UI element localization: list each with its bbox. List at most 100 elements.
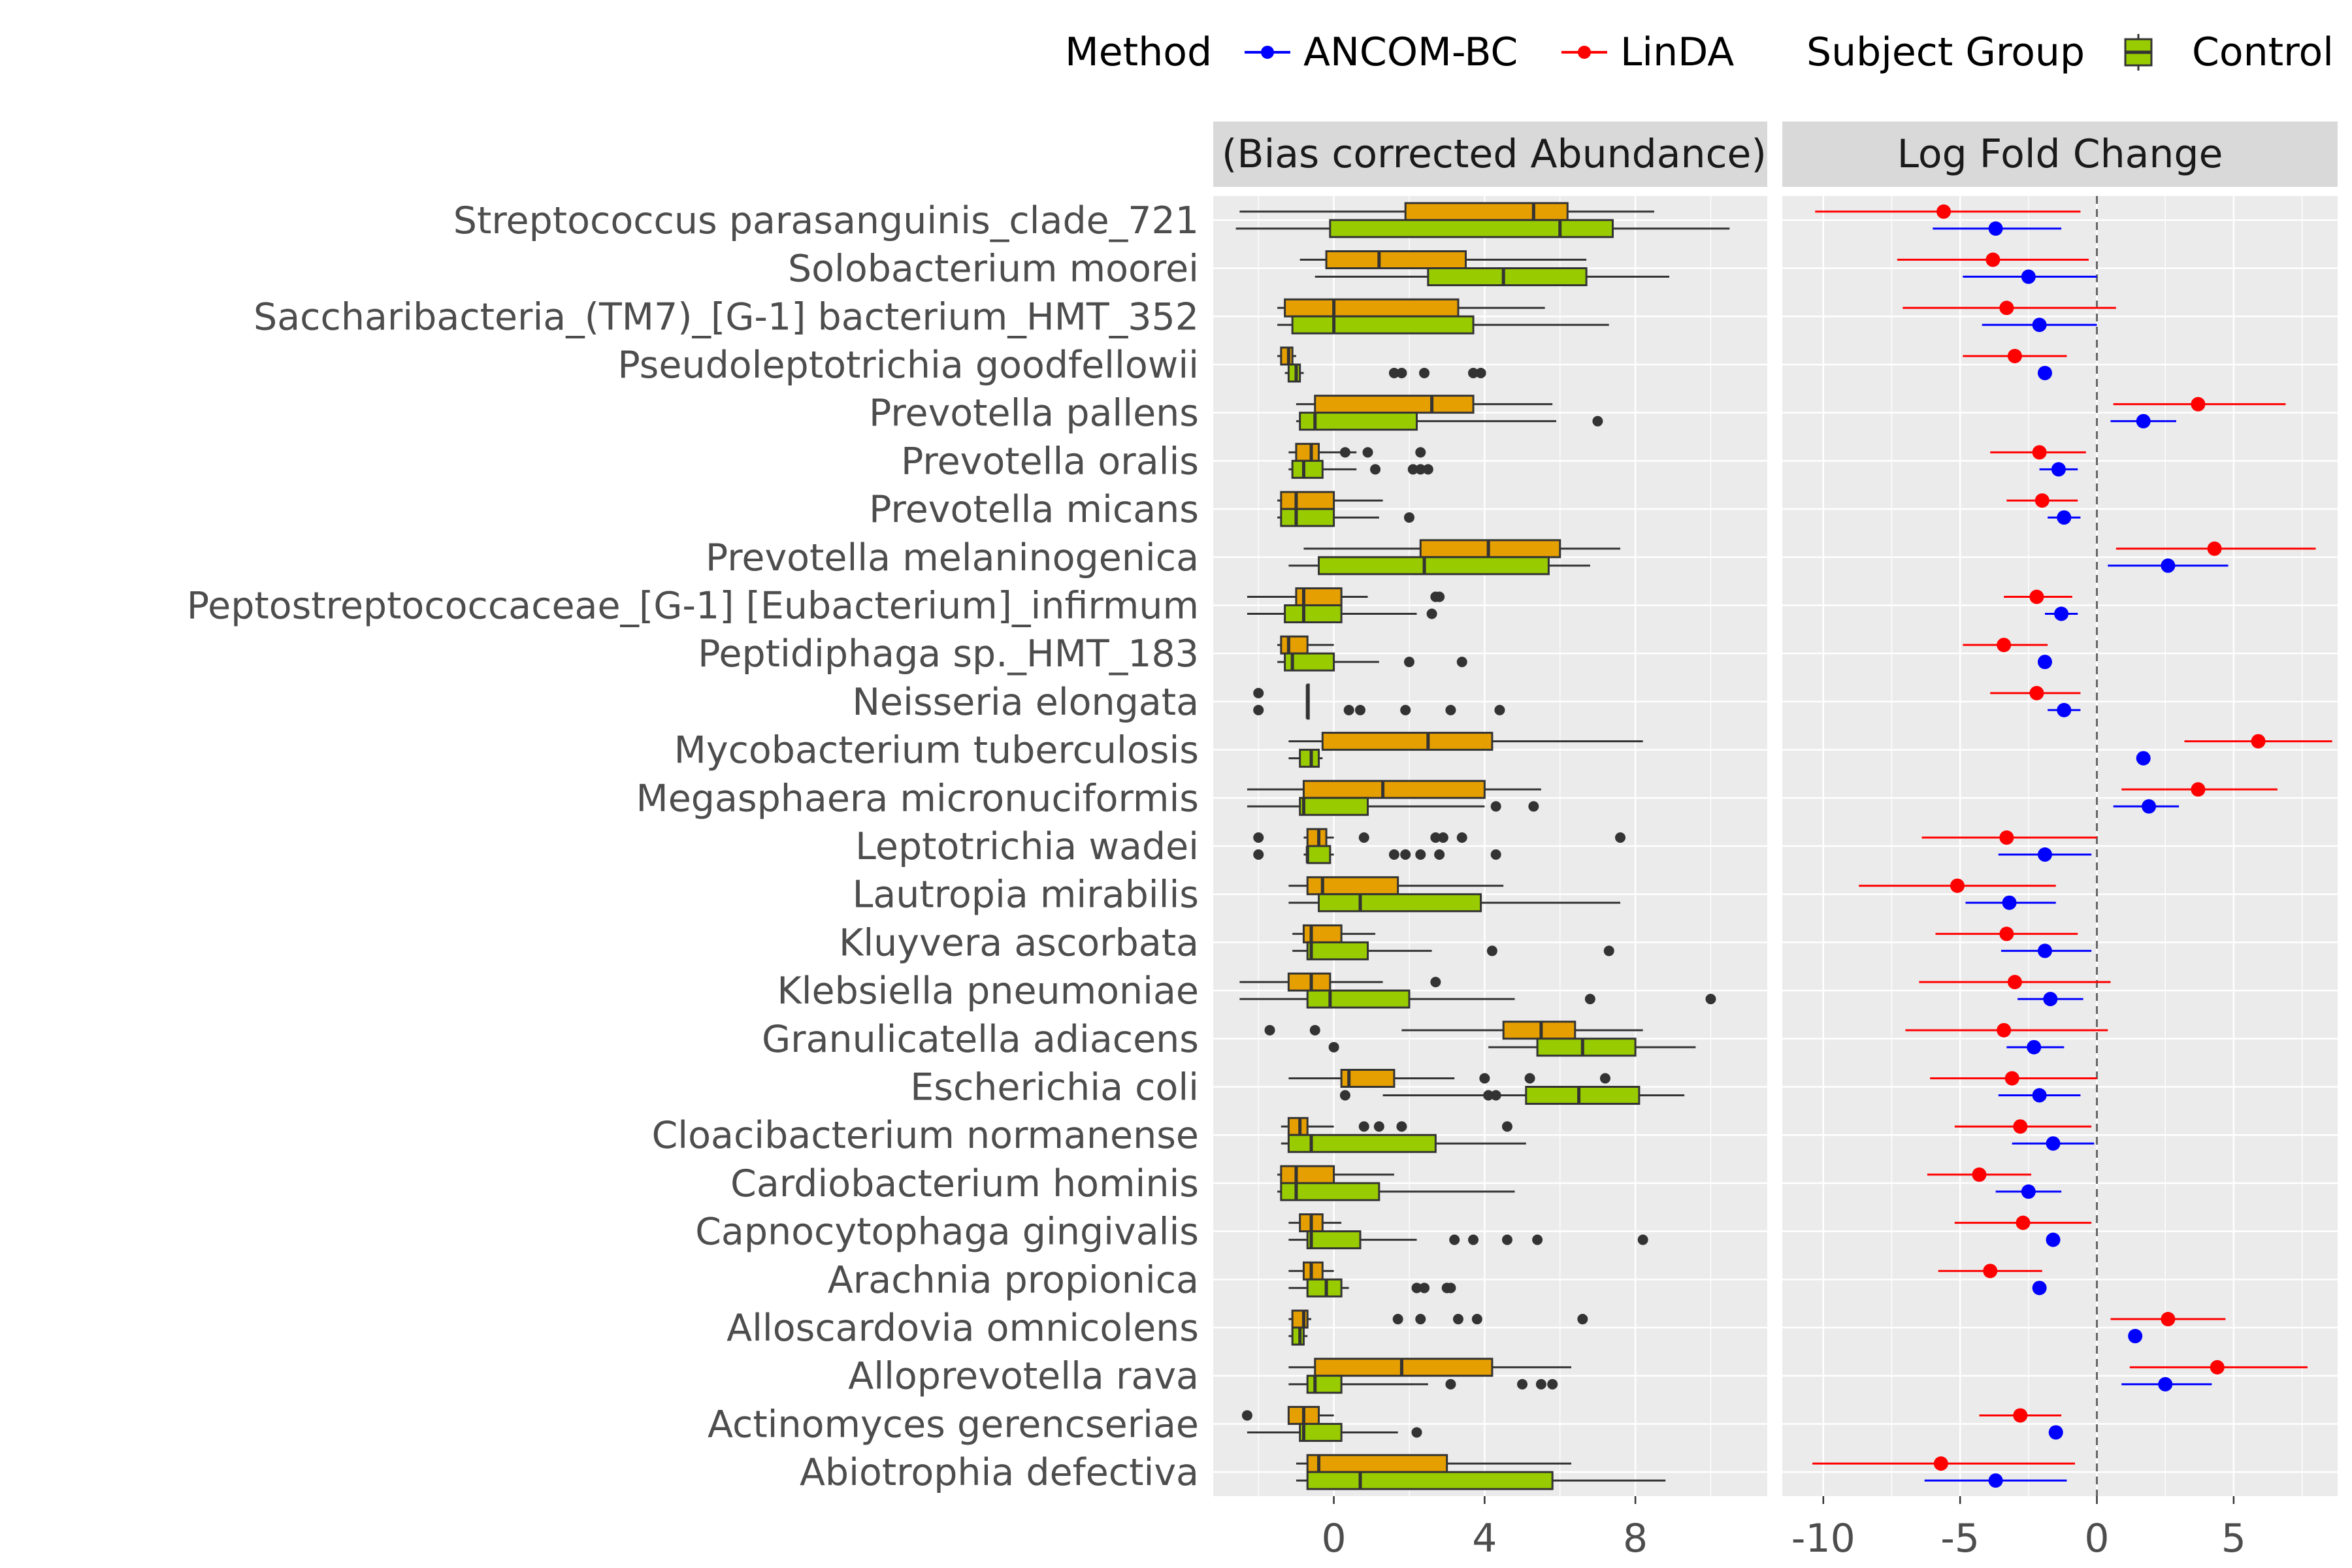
x-tick-label: 8 (1623, 1516, 1648, 1561)
green-outlier (1445, 704, 1456, 715)
orange-outlier (1615, 832, 1626, 843)
green-box (1287, 363, 1301, 383)
orange-outlier (1501, 1121, 1512, 1132)
orange-outlier (1430, 977, 1441, 988)
orange-box (1302, 779, 1486, 799)
green-box (1306, 941, 1369, 960)
orange-outlier (1577, 1314, 1588, 1325)
taxon-label: Megasphaera micronuciformis (636, 777, 1199, 820)
green-box (1306, 845, 1331, 864)
green-box (1318, 556, 1550, 576)
linda-point (2251, 734, 2266, 749)
taxon-label: Peptidiphaga sp._HMT_183 (698, 632, 1199, 676)
taxon-label: Escherichia coli (910, 1066, 1199, 1109)
ancombc-point (2048, 1425, 2063, 1440)
orange-box (1280, 1165, 1335, 1184)
x-tick-label: 0 (1322, 1516, 1347, 1561)
orange-outlier (1339, 447, 1350, 458)
orange-box (1314, 395, 1475, 414)
green-box (1291, 315, 1475, 335)
green-outlier (1468, 367, 1479, 378)
green-box (1306, 989, 1411, 1009)
green-outlier (1253, 704, 1264, 715)
orange-outlier (1309, 1024, 1320, 1036)
green-outlier (1339, 1090, 1350, 1101)
ancombc-point (2128, 1329, 2143, 1344)
linda-point (1999, 926, 2014, 941)
linda-point (1997, 1022, 2012, 1037)
orange-box (1321, 732, 1494, 751)
green-outlier (1415, 849, 1426, 860)
left-strip (1213, 122, 1767, 187)
green-box (1306, 1230, 1362, 1250)
legend: Method ANCOM-BC LinDA Subject Group Cont… (1065, 29, 2334, 75)
green-outlier (1637, 1234, 1648, 1245)
ancombc-point (2037, 365, 2052, 380)
ancombc-point (2002, 895, 2017, 910)
ancombc-point (2046, 1136, 2061, 1151)
orange-outlier (1430, 832, 1441, 843)
ancombc-point (2021, 1184, 2036, 1199)
ancombc-point (2032, 1281, 2047, 1296)
green-outlier (1490, 801, 1501, 812)
green-outlier (1354, 704, 1365, 715)
linda-point (1972, 1167, 1987, 1182)
orange-box (1314, 1358, 1494, 1377)
green-outlier (1475, 367, 1486, 378)
linda-point (2007, 348, 2022, 363)
green-outlier (1584, 994, 1595, 1005)
green-outlier (1445, 1282, 1456, 1294)
legend-key-control (2124, 34, 2153, 71)
green-outlier (1415, 464, 1426, 475)
linda-point (2161, 1312, 2176, 1327)
orange-outlier (1362, 447, 1373, 458)
green-outlier (1456, 657, 1467, 668)
green-outlier (1328, 1041, 1339, 1053)
green-box (1299, 749, 1320, 768)
green-box (1291, 459, 1324, 479)
legend-label-linda: LinDA (1620, 29, 1734, 75)
taxon-label: Cardiobacterium hominis (730, 1162, 1199, 1205)
linda-point (1999, 830, 2014, 845)
green-outlier (1253, 849, 1264, 860)
taxon-label: Cloacibacterium normanense (652, 1114, 1200, 1157)
orange-box (1306, 1454, 1448, 1473)
green-outlier (1592, 416, 1603, 427)
green-box (1299, 1422, 1343, 1442)
green-box (1284, 604, 1343, 623)
linda-point (1983, 1264, 1998, 1279)
orange-outlier (1415, 1314, 1426, 1325)
linda-point (1950, 878, 1965, 893)
orange-box (1287, 972, 1331, 992)
orange-outlier (1456, 832, 1467, 843)
taxon-label: Capnocytophaga gingivalis (695, 1211, 1199, 1254)
linda-point (2013, 1119, 2028, 1134)
green-outlier (1705, 994, 1716, 1005)
linda-point (2191, 782, 2206, 797)
linda-point (2029, 685, 2044, 700)
linda-point (2029, 589, 2044, 604)
taxon-label: Prevotella melaninogenica (706, 536, 1199, 580)
green-outlier (1388, 849, 1399, 860)
taxon-label: Kluyvera ascorbata (839, 921, 1199, 964)
green-box (1329, 219, 1614, 238)
orange-box (1502, 1021, 1576, 1040)
taxon-label: Granulicatella adiacens (762, 1018, 1199, 1061)
box-plot-marks (1235, 202, 1730, 1490)
green-outlier (1400, 704, 1411, 715)
green-outlier (1419, 367, 1430, 378)
ancombc-point (2037, 655, 2052, 670)
green-outlier (1486, 945, 1497, 956)
ancombc-point (2046, 1232, 2061, 1247)
ancombc-point (2161, 558, 2176, 573)
linda-point (2016, 1215, 2031, 1230)
orange-box (1306, 828, 1328, 847)
orange-outlier (1358, 1121, 1369, 1132)
linda-point (1936, 204, 1952, 219)
green-box (1299, 796, 1369, 816)
legend-key-ancombc (1245, 46, 1290, 59)
green-box (1299, 412, 1418, 431)
legend-group-title: Subject Group (1806, 29, 2085, 75)
taxon-label: Mycobacterium tuberculosis (674, 729, 1199, 772)
